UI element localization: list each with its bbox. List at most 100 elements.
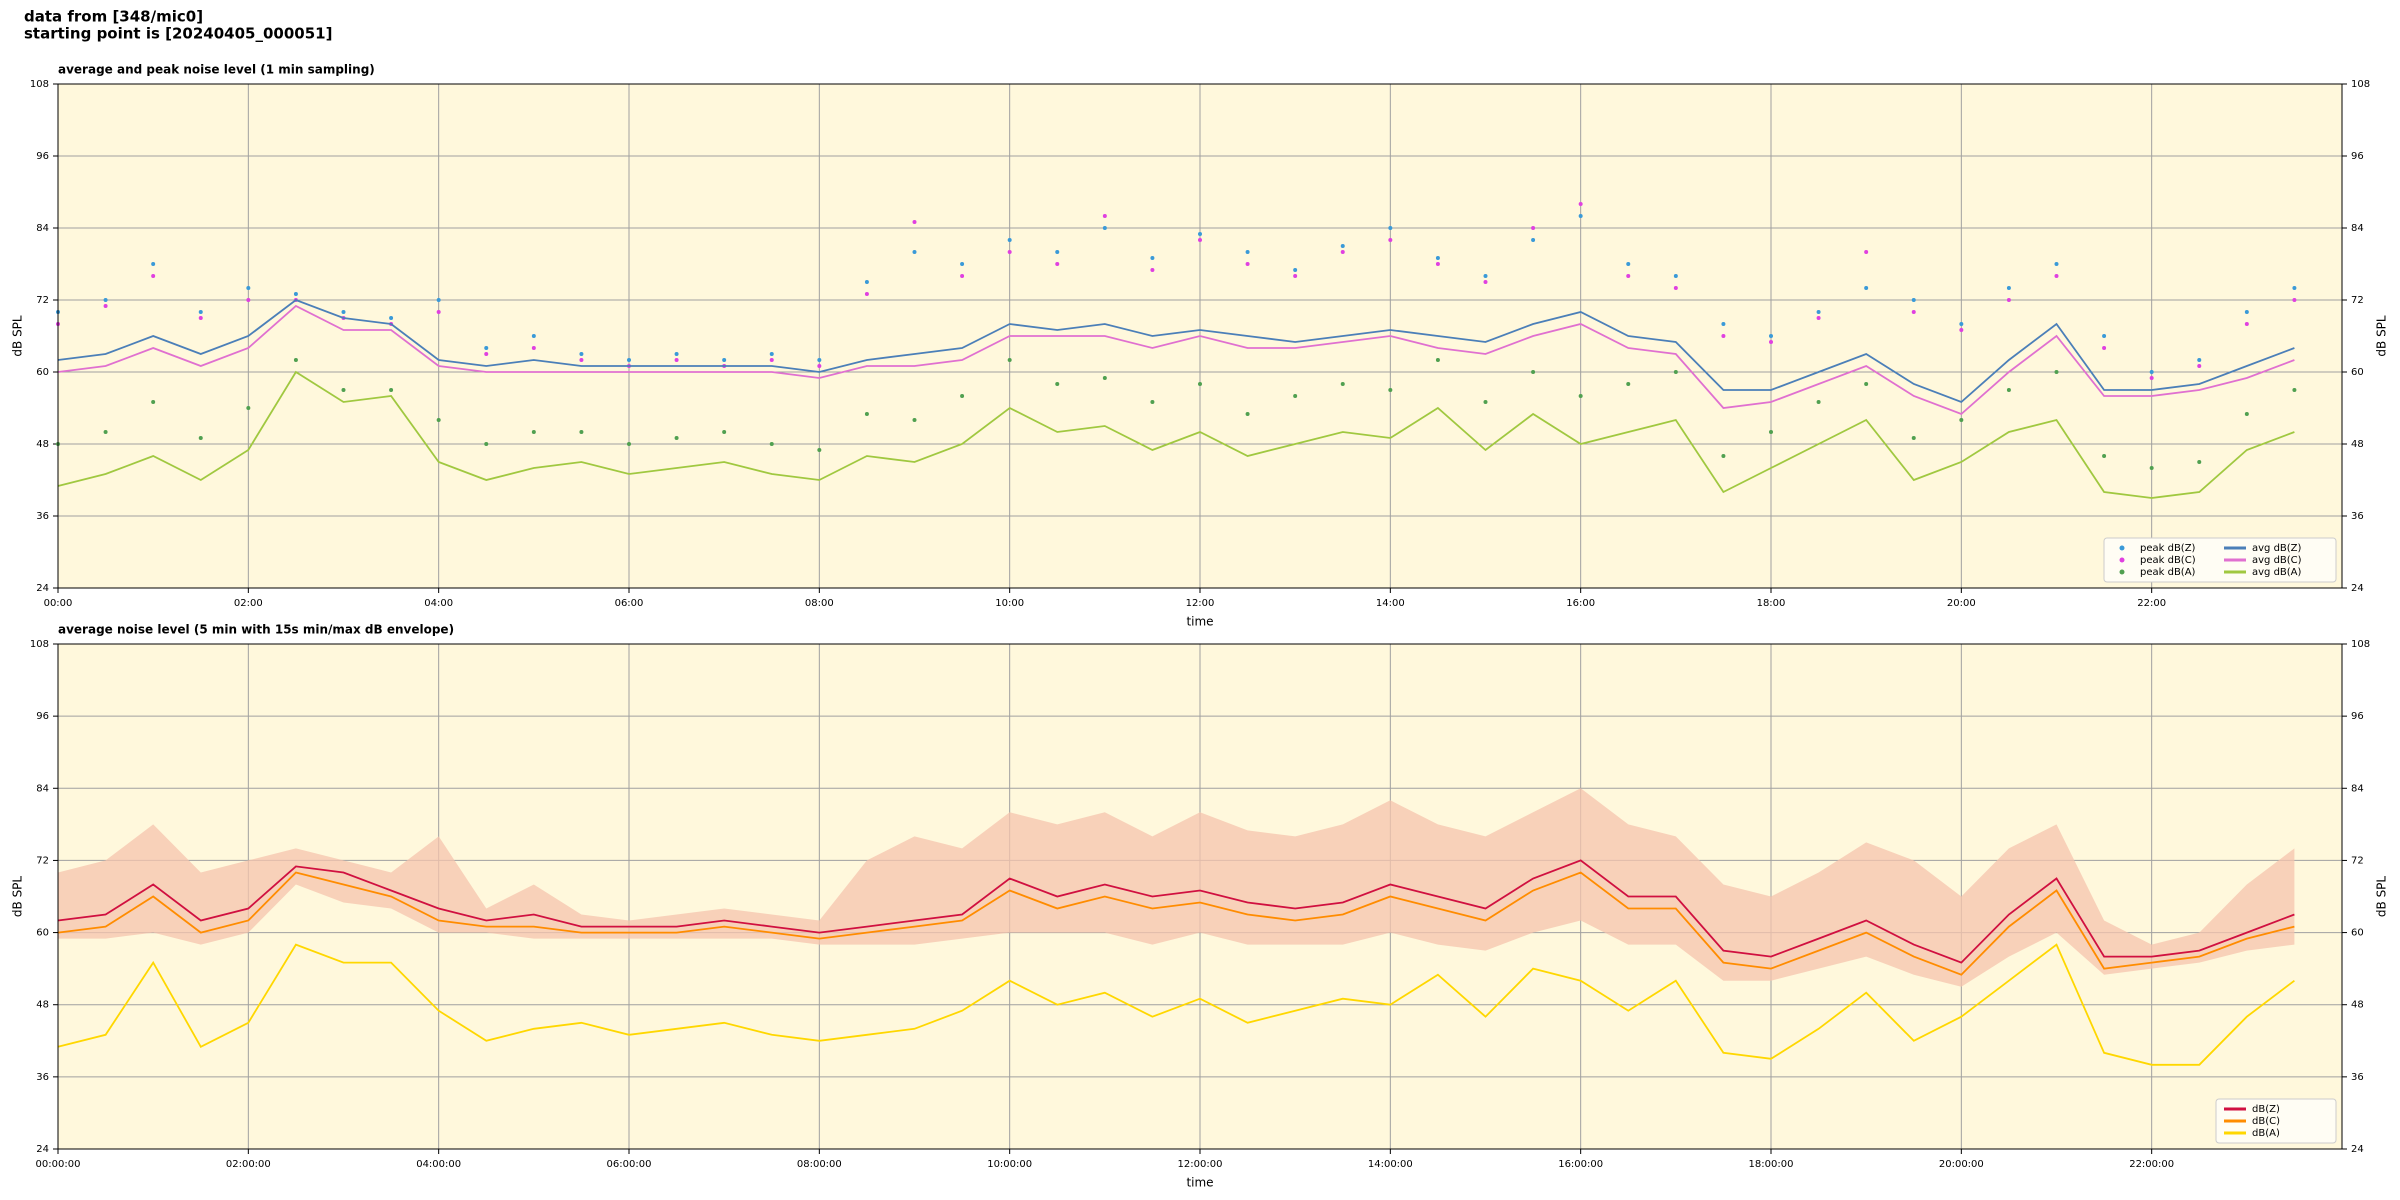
peak-point [1245,262,1250,266]
y-tick-label: 60 [2351,367,2364,378]
y-tick-label: 96 [2351,151,2364,162]
x-tick-label: 00:00:00 [36,1159,81,1170]
legend-label: dB(C) [2252,1116,2280,1127]
x-tick-label: 16:00:00 [1558,1159,1603,1170]
peak-point [960,394,965,398]
plot-frame [57,83,2343,589]
peak-point [2102,346,2107,350]
peak-point [769,352,774,356]
peak-point [1007,250,1012,254]
peak-point [1245,250,1250,254]
peak-point [579,352,584,356]
y-tick-label: 84 [36,223,49,234]
x-tick-label: 10:00 [995,598,1024,609]
peak-point [864,412,869,416]
y-axis-label: dB SPL [2375,876,2389,918]
y-tick-label: 36 [36,511,49,522]
series-line [57,304,2295,416]
peak-point [1578,202,1583,206]
peak-point [103,304,108,308]
x-tick-label: 20:00:00 [1939,1159,1984,1170]
chart-title: average and peak noise level (1 min samp… [58,63,375,77]
peak-point [1531,226,1536,230]
peak-point [1245,412,1250,416]
peak-point [722,358,727,362]
header-line: starting point is [20240405_000051] [24,25,332,43]
legend-label: peak dB(Z) [2140,543,2196,554]
y-tick-label: 24 [36,583,49,594]
x-tick-label: 18:00:00 [1749,1159,1794,1170]
peak-point [864,292,869,296]
peak-point [1198,238,1202,242]
peak-point [246,286,251,290]
y-tick-label: 48 [36,1000,49,1011]
peak-point [912,220,917,224]
peak-point [293,292,298,296]
peak-point [2054,370,2059,374]
peak-point [2054,262,2059,266]
peak-point [2006,286,2011,290]
x-tick-label: 02:00 [234,598,263,609]
envelope [58,788,2295,987]
peak-point [1816,310,1821,314]
peak-point [1911,436,1916,440]
peak-point [1102,376,1107,380]
peak-point [1911,298,1916,302]
peak-point [436,310,441,314]
y-tick-label: 84 [36,783,49,794]
peak-point [1531,370,1536,374]
y-tick-label: 60 [36,367,49,378]
peak-point [1959,328,1964,332]
peak-point [2197,364,2202,368]
y-tick-label: 60 [2351,928,2364,939]
y-tick-label: 72 [2351,295,2364,306]
peak-point [2054,274,2059,278]
peak-point [1769,334,1773,338]
peak-point [1293,268,1298,272]
peak-point [103,298,108,302]
y-tick-label: 96 [36,151,49,162]
y-axis-label: dB SPL [2375,315,2389,357]
x-tick-label: 04:00 [424,598,453,609]
peak-point [1673,370,1678,374]
y-tick-label: 72 [36,855,49,866]
peak-point [1293,394,1298,398]
peak-point [2197,358,2202,362]
peak-point [2197,460,2202,464]
peak-point [1769,340,1773,344]
plot-frame [57,643,2343,1150]
peak-point [1721,334,1726,338]
legend-swatch [2119,557,2125,563]
peak-point [1483,400,1488,404]
peak-point [1531,238,1536,242]
peak-point [627,442,631,446]
x-tick-label: 16:00 [1566,598,1595,609]
y-tick-label: 108 [2351,639,2370,650]
y-tick-label: 72 [2351,855,2364,866]
peak-point [2149,466,2154,470]
series-line [57,298,2295,404]
peak-point [436,298,441,302]
peak-point [151,400,156,404]
peak-point [1816,400,1821,404]
y-tick-label: 84 [2351,783,2364,794]
peak-point [579,358,584,362]
peak-point [1673,274,1678,278]
peak-point [1388,226,1393,230]
x-tick-label: 04:00:00 [416,1159,461,1170]
peak-point [341,388,346,392]
peak-point [1198,232,1202,236]
peak-point [293,358,298,362]
peak-point [817,364,822,368]
series-line [57,871,2295,976]
peak-point [1150,256,1155,260]
legend-label: peak dB(C) [2140,555,2196,566]
peak-point [1388,388,1393,392]
legend-label: avg dB(C) [2252,555,2302,566]
peak-point [1578,214,1583,218]
x-tick-label: 06:00:00 [607,1159,652,1170]
x-tick-label: 08:00 [805,598,834,609]
x-tick-label: 10:00:00 [987,1159,1032,1170]
chart-title: average noise level (5 min with 15s min/… [58,623,454,637]
